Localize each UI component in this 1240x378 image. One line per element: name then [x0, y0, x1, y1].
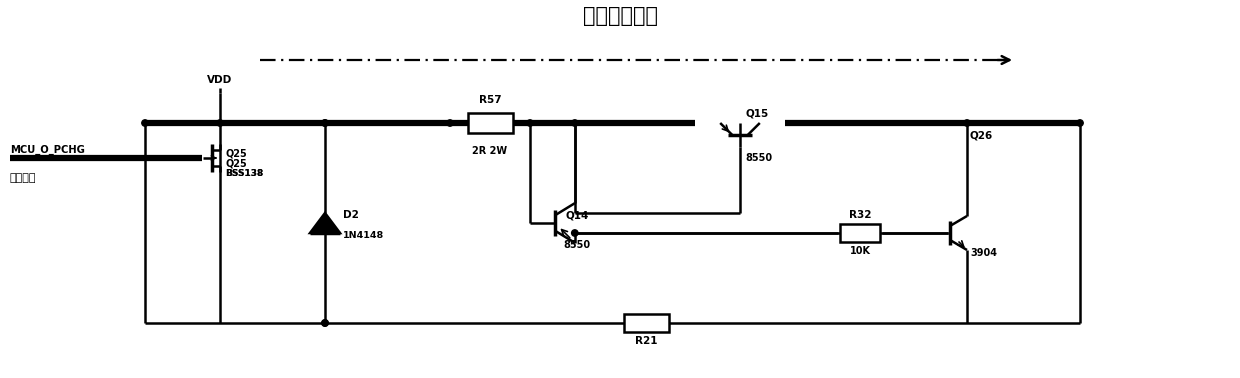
Text: 8550: 8550	[563, 240, 590, 250]
Circle shape	[322, 320, 329, 326]
Circle shape	[963, 120, 970, 126]
Text: Q14: Q14	[565, 210, 588, 220]
Text: 8550: 8550	[745, 153, 773, 163]
Text: R57: R57	[479, 95, 501, 105]
Text: 3904: 3904	[970, 248, 997, 258]
Text: Q25: Q25	[224, 159, 247, 169]
Circle shape	[572, 120, 578, 126]
Text: 1N4148: 1N4148	[343, 231, 384, 240]
Circle shape	[527, 120, 533, 126]
Circle shape	[322, 120, 329, 126]
Text: 10K: 10K	[849, 246, 870, 256]
Text: Q25: Q25	[224, 149, 247, 159]
Circle shape	[322, 320, 329, 326]
Circle shape	[446, 120, 453, 126]
Circle shape	[217, 120, 223, 126]
Bar	[839, 224, 880, 242]
Circle shape	[1076, 120, 1084, 126]
Polygon shape	[310, 213, 340, 233]
Text: R21: R21	[635, 336, 657, 346]
Text: 2R 2W: 2R 2W	[472, 146, 507, 156]
Circle shape	[572, 230, 578, 236]
Text: R32: R32	[848, 210, 872, 220]
Text: Q15: Q15	[745, 108, 769, 118]
Text: VDD: VDD	[207, 75, 233, 85]
Bar	[624, 314, 668, 332]
Circle shape	[141, 120, 149, 126]
Text: Q26: Q26	[970, 130, 993, 140]
Text: MCU_O_PCHG: MCU_O_PCHG	[10, 145, 84, 155]
Text: 滑流控制: 滑流控制	[10, 173, 36, 183]
Circle shape	[322, 120, 329, 126]
Text: BSS138: BSS138	[224, 169, 263, 178]
Bar	[467, 113, 512, 133]
Text: 滑流充电电流: 滑流充电电流	[583, 6, 657, 26]
Text: BSS138: BSS138	[224, 169, 263, 178]
Text: D2: D2	[343, 210, 358, 220]
